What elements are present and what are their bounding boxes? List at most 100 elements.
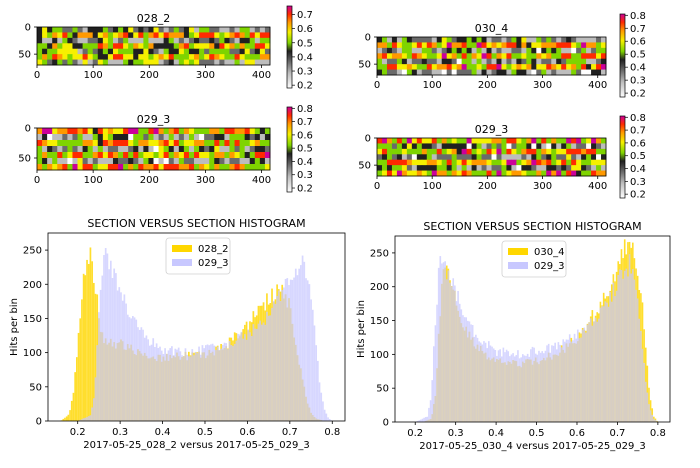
heatmap-cell bbox=[77, 158, 83, 165]
heatmap-cell bbox=[107, 164, 114, 171]
histogram-bar bbox=[313, 325, 316, 421]
x-tick-label: 0 bbox=[34, 70, 40, 81]
x-tick-label: 0.2 bbox=[407, 428, 423, 439]
heatmap-cell bbox=[481, 42, 487, 49]
heatmap-cell bbox=[97, 140, 104, 147]
heatmap-cell bbox=[491, 69, 497, 76]
heatmap-cell bbox=[107, 32, 114, 39]
heatmap-cell bbox=[466, 47, 472, 54]
heatmap-cell bbox=[82, 48, 89, 55]
heatmap-cell bbox=[566, 42, 572, 49]
heatmap-cell bbox=[163, 146, 170, 153]
heatmap-cell bbox=[148, 164, 154, 171]
heatmap-cell bbox=[254, 48, 261, 55]
histogram-bar bbox=[118, 287, 121, 421]
heatmap-cell bbox=[264, 59, 271, 66]
heatmap-cell bbox=[571, 148, 577, 155]
heatmap-cell bbox=[526, 143, 532, 150]
heatmap-cell bbox=[396, 53, 403, 60]
heatmap-cell bbox=[466, 58, 472, 65]
histogram-bar bbox=[505, 349, 508, 422]
heatmap-cell bbox=[556, 42, 562, 49]
heatmap-cell bbox=[496, 143, 502, 150]
heatmap-cell bbox=[377, 53, 383, 60]
heatmap-cell bbox=[194, 128, 200, 135]
heatmap-cell bbox=[133, 32, 139, 39]
histogram-bar bbox=[588, 322, 590, 422]
heatmap-cell bbox=[471, 154, 477, 161]
heatmap-cell bbox=[446, 47, 453, 54]
heatmap-cell bbox=[92, 59, 99, 66]
histogram-bar bbox=[649, 410, 652, 422]
heatmap-cell bbox=[546, 165, 552, 171]
heatmap-cell bbox=[87, 32, 94, 39]
heatmap-cell bbox=[531, 138, 537, 144]
histogram-bar bbox=[423, 417, 425, 422]
heatmap-cell bbox=[381, 170, 388, 177]
heatmap-frame bbox=[36, 26, 271, 66]
heatmap-cell bbox=[377, 47, 383, 54]
histogram-bar bbox=[502, 347, 505, 422]
heatmap-cell bbox=[481, 58, 487, 65]
histogram-bar bbox=[204, 345, 207, 421]
heatmap-cell bbox=[391, 53, 398, 60]
heatmap-cell bbox=[214, 134, 220, 141]
heatmap-cell bbox=[411, 154, 418, 161]
histogram-bar bbox=[164, 348, 166, 421]
heatmap-cell bbox=[421, 42, 428, 49]
heatmap-cell bbox=[47, 37, 53, 44]
heatmap-cell bbox=[173, 43, 180, 50]
heatmap-cell bbox=[426, 170, 433, 177]
heatmap-cell bbox=[153, 140, 159, 147]
heatmap-cell bbox=[401, 42, 408, 49]
heatmap-cell bbox=[526, 165, 532, 171]
histogram-bar bbox=[554, 342, 556, 422]
heatmap-cell bbox=[102, 164, 109, 171]
heatmap-cell bbox=[259, 158, 266, 165]
heatmap-cell bbox=[576, 58, 582, 65]
heatmap-cell bbox=[491, 53, 497, 60]
heatmap-cell bbox=[133, 128, 139, 135]
histogram-bar bbox=[64, 417, 66, 421]
heatmap-cell bbox=[501, 143, 507, 150]
heatmap-cell bbox=[466, 148, 472, 155]
histogram-bar bbox=[283, 287, 285, 421]
heatmap-cell bbox=[259, 134, 266, 141]
heatmap-cell bbox=[67, 152, 73, 159]
heatmap-cell bbox=[102, 37, 109, 44]
histogram-bar bbox=[547, 343, 550, 422]
heatmap-cell bbox=[401, 69, 408, 76]
heatmap-cell bbox=[214, 43, 220, 50]
heatmap-cell bbox=[511, 148, 517, 155]
x-tick-label: 200 bbox=[140, 70, 159, 81]
histogram-bar bbox=[594, 317, 597, 422]
heatmap-cell bbox=[178, 128, 185, 135]
colorbar-tick-label: 0.3 bbox=[630, 177, 646, 188]
heatmap-cell bbox=[244, 152, 251, 159]
heatmap-cell bbox=[491, 170, 497, 177]
heatmap-cell bbox=[501, 53, 507, 60]
heatmap-cell bbox=[601, 165, 607, 171]
heatmap-cell bbox=[566, 138, 572, 144]
y-tick-label: 0 bbox=[365, 33, 371, 44]
heatmap-cell bbox=[516, 165, 522, 171]
heatmap-cell bbox=[441, 69, 448, 76]
heatmap-cell bbox=[67, 27, 73, 33]
colorbar-tick-label: 0.5 bbox=[297, 144, 313, 155]
heatmap-cell bbox=[436, 154, 443, 161]
heatmap-cell bbox=[173, 152, 180, 159]
heatmap-cell bbox=[112, 43, 119, 50]
heatmap-cell bbox=[204, 152, 210, 159]
heatmap-cell bbox=[42, 27, 48, 33]
heatmap-cell bbox=[42, 32, 48, 39]
heatmap-cell bbox=[386, 69, 393, 76]
heatmap-cell bbox=[123, 54, 129, 60]
heatmap-cell bbox=[128, 59, 134, 66]
histogram-bar bbox=[159, 346, 161, 421]
histogram-bar bbox=[182, 356, 185, 421]
histogram-bar bbox=[428, 407, 430, 422]
heatmap-cell bbox=[441, 159, 448, 166]
heatmap-cell bbox=[456, 64, 463, 70]
heatmap-cell bbox=[128, 43, 134, 50]
